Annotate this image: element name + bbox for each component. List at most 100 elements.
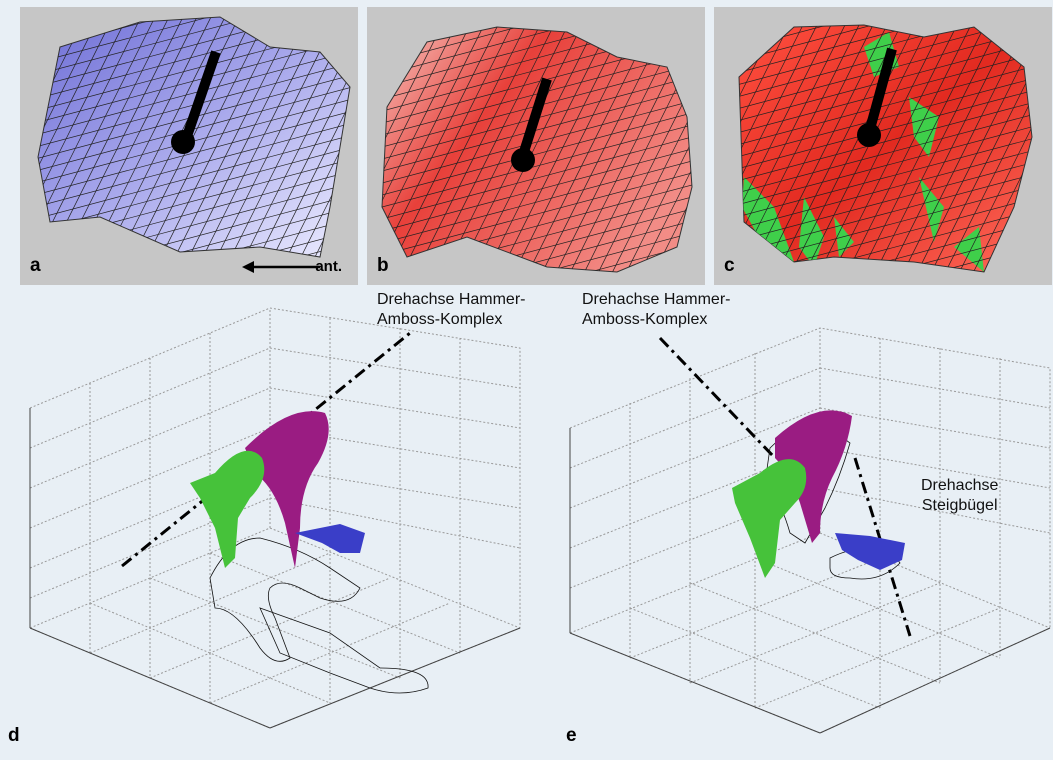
mesh-line [382, 27, 494, 272]
mesh-line [382, 108, 692, 200]
mesh-line [38, 192, 350, 257]
mesh-line [38, 17, 105, 257]
mesh-line [618, 27, 692, 272]
mesh-line [714, 7, 1052, 19]
mesh-line [739, 25, 813, 272]
mesh-line [173, 17, 315, 257]
mesh-line [38, 17, 350, 68]
mesh-line [382, 144, 692, 236]
mesh-line [867, 25, 1009, 272]
mesh-line [38, 252, 350, 257]
mesh-line [382, 48, 692, 140]
mesh-line [739, 264, 1032, 272]
stapes-e [835, 533, 905, 570]
mesh-line [382, 156, 692, 248]
mesh-line [285, 17, 350, 257]
mesh-line [714, 7, 728, 285]
mesh-line [159, 17, 301, 257]
membrane-surface-c [714, 7, 1052, 285]
mesh-line [145, 17, 287, 257]
mesh-line [811, 25, 953, 272]
panel-label-b: b [377, 255, 389, 276]
mesh-line [394, 27, 536, 272]
mesh-line [382, 27, 452, 272]
mesh-line [739, 25, 799, 272]
mesh-line [382, 27, 692, 80]
mesh-line [783, 25, 925, 272]
mesh-line [382, 216, 692, 272]
malleus-mesh-d [209, 537, 361, 662]
panel-b: b [367, 7, 705, 285]
mesh-line [38, 48, 350, 140]
mesh-line [382, 84, 692, 176]
mesh-line [408, 27, 550, 272]
mesh-line [646, 27, 692, 272]
mesh-line [739, 72, 1032, 164]
rotation-axis-e-malleus [658, 336, 777, 460]
mesh-line [38, 108, 350, 200]
stapes-mesh-d [259, 607, 429, 694]
grid-box-d [29, 307, 521, 729]
mesh-line [422, 27, 564, 272]
mesh-line [739, 156, 1032, 248]
mesh-line [839, 25, 981, 272]
mesh-line [20, 277, 358, 285]
mesh-line [632, 27, 692, 272]
malleus-e [775, 410, 852, 543]
mesh-line [739, 25, 855, 272]
mesh-line [38, 17, 350, 92]
mesh-line [923, 25, 1032, 272]
mesh-line [243, 17, 350, 257]
mesh-line [739, 25, 1032, 32]
mesh-line [1050, 7, 1052, 285]
membrane-surface-b [367, 7, 705, 285]
anterior-label: ant. [315, 258, 342, 275]
mesh-line [739, 25, 743, 272]
mesh-line [478, 27, 620, 272]
mesh-line [739, 108, 1032, 200]
mesh-line [38, 17, 91, 257]
mesh-line [382, 27, 480, 272]
mesh-line [739, 204, 1032, 272]
mesh-line [382, 264, 692, 272]
mesh-line [367, 7, 381, 285]
mesh-line [382, 204, 692, 272]
mesh-line [187, 17, 329, 257]
mesh-line [797, 25, 939, 272]
axes-e [569, 428, 1051, 734]
incus-d [190, 450, 265, 568]
mesh-line [688, 27, 692, 272]
malleus-d [245, 411, 329, 568]
mesh-line [356, 7, 358, 285]
stapes-axis-label-e: Drehachse Steigbügel [921, 477, 999, 514]
axes-d [29, 408, 521, 729]
panel-label-c: c [724, 255, 735, 276]
panel-label-e: e [566, 725, 577, 746]
axis-label-e: Drehachse Hammer- Amboss-Komplex [582, 291, 731, 328]
mesh-line [341, 17, 350, 257]
mesh-line [739, 84, 1032, 176]
stapes-d [295, 524, 365, 553]
mesh-line [131, 17, 273, 257]
mesh-line [739, 25, 1032, 80]
mesh-line [755, 25, 897, 272]
incus-e [732, 459, 807, 578]
mesh-line [20, 7, 34, 285]
mesh-line [714, 277, 1052, 285]
mesh-line [853, 25, 995, 272]
mesh-line [382, 120, 692, 212]
mesh-line [382, 228, 692, 272]
umbo-b [511, 148, 535, 172]
mesh-line [739, 25, 827, 272]
mesh-line [937, 25, 1032, 272]
mesh-line [881, 25, 1023, 272]
mesh-line [38, 17, 133, 257]
mesh-line [382, 27, 692, 32]
mesh-line [576, 27, 692, 272]
mesh-line [38, 132, 350, 224]
mesh-line [382, 168, 692, 260]
panel-label-a: a [30, 255, 41, 276]
mesh-line [703, 7, 705, 285]
malleus-handle-c [865, 47, 897, 131]
umbo-a [171, 130, 195, 154]
